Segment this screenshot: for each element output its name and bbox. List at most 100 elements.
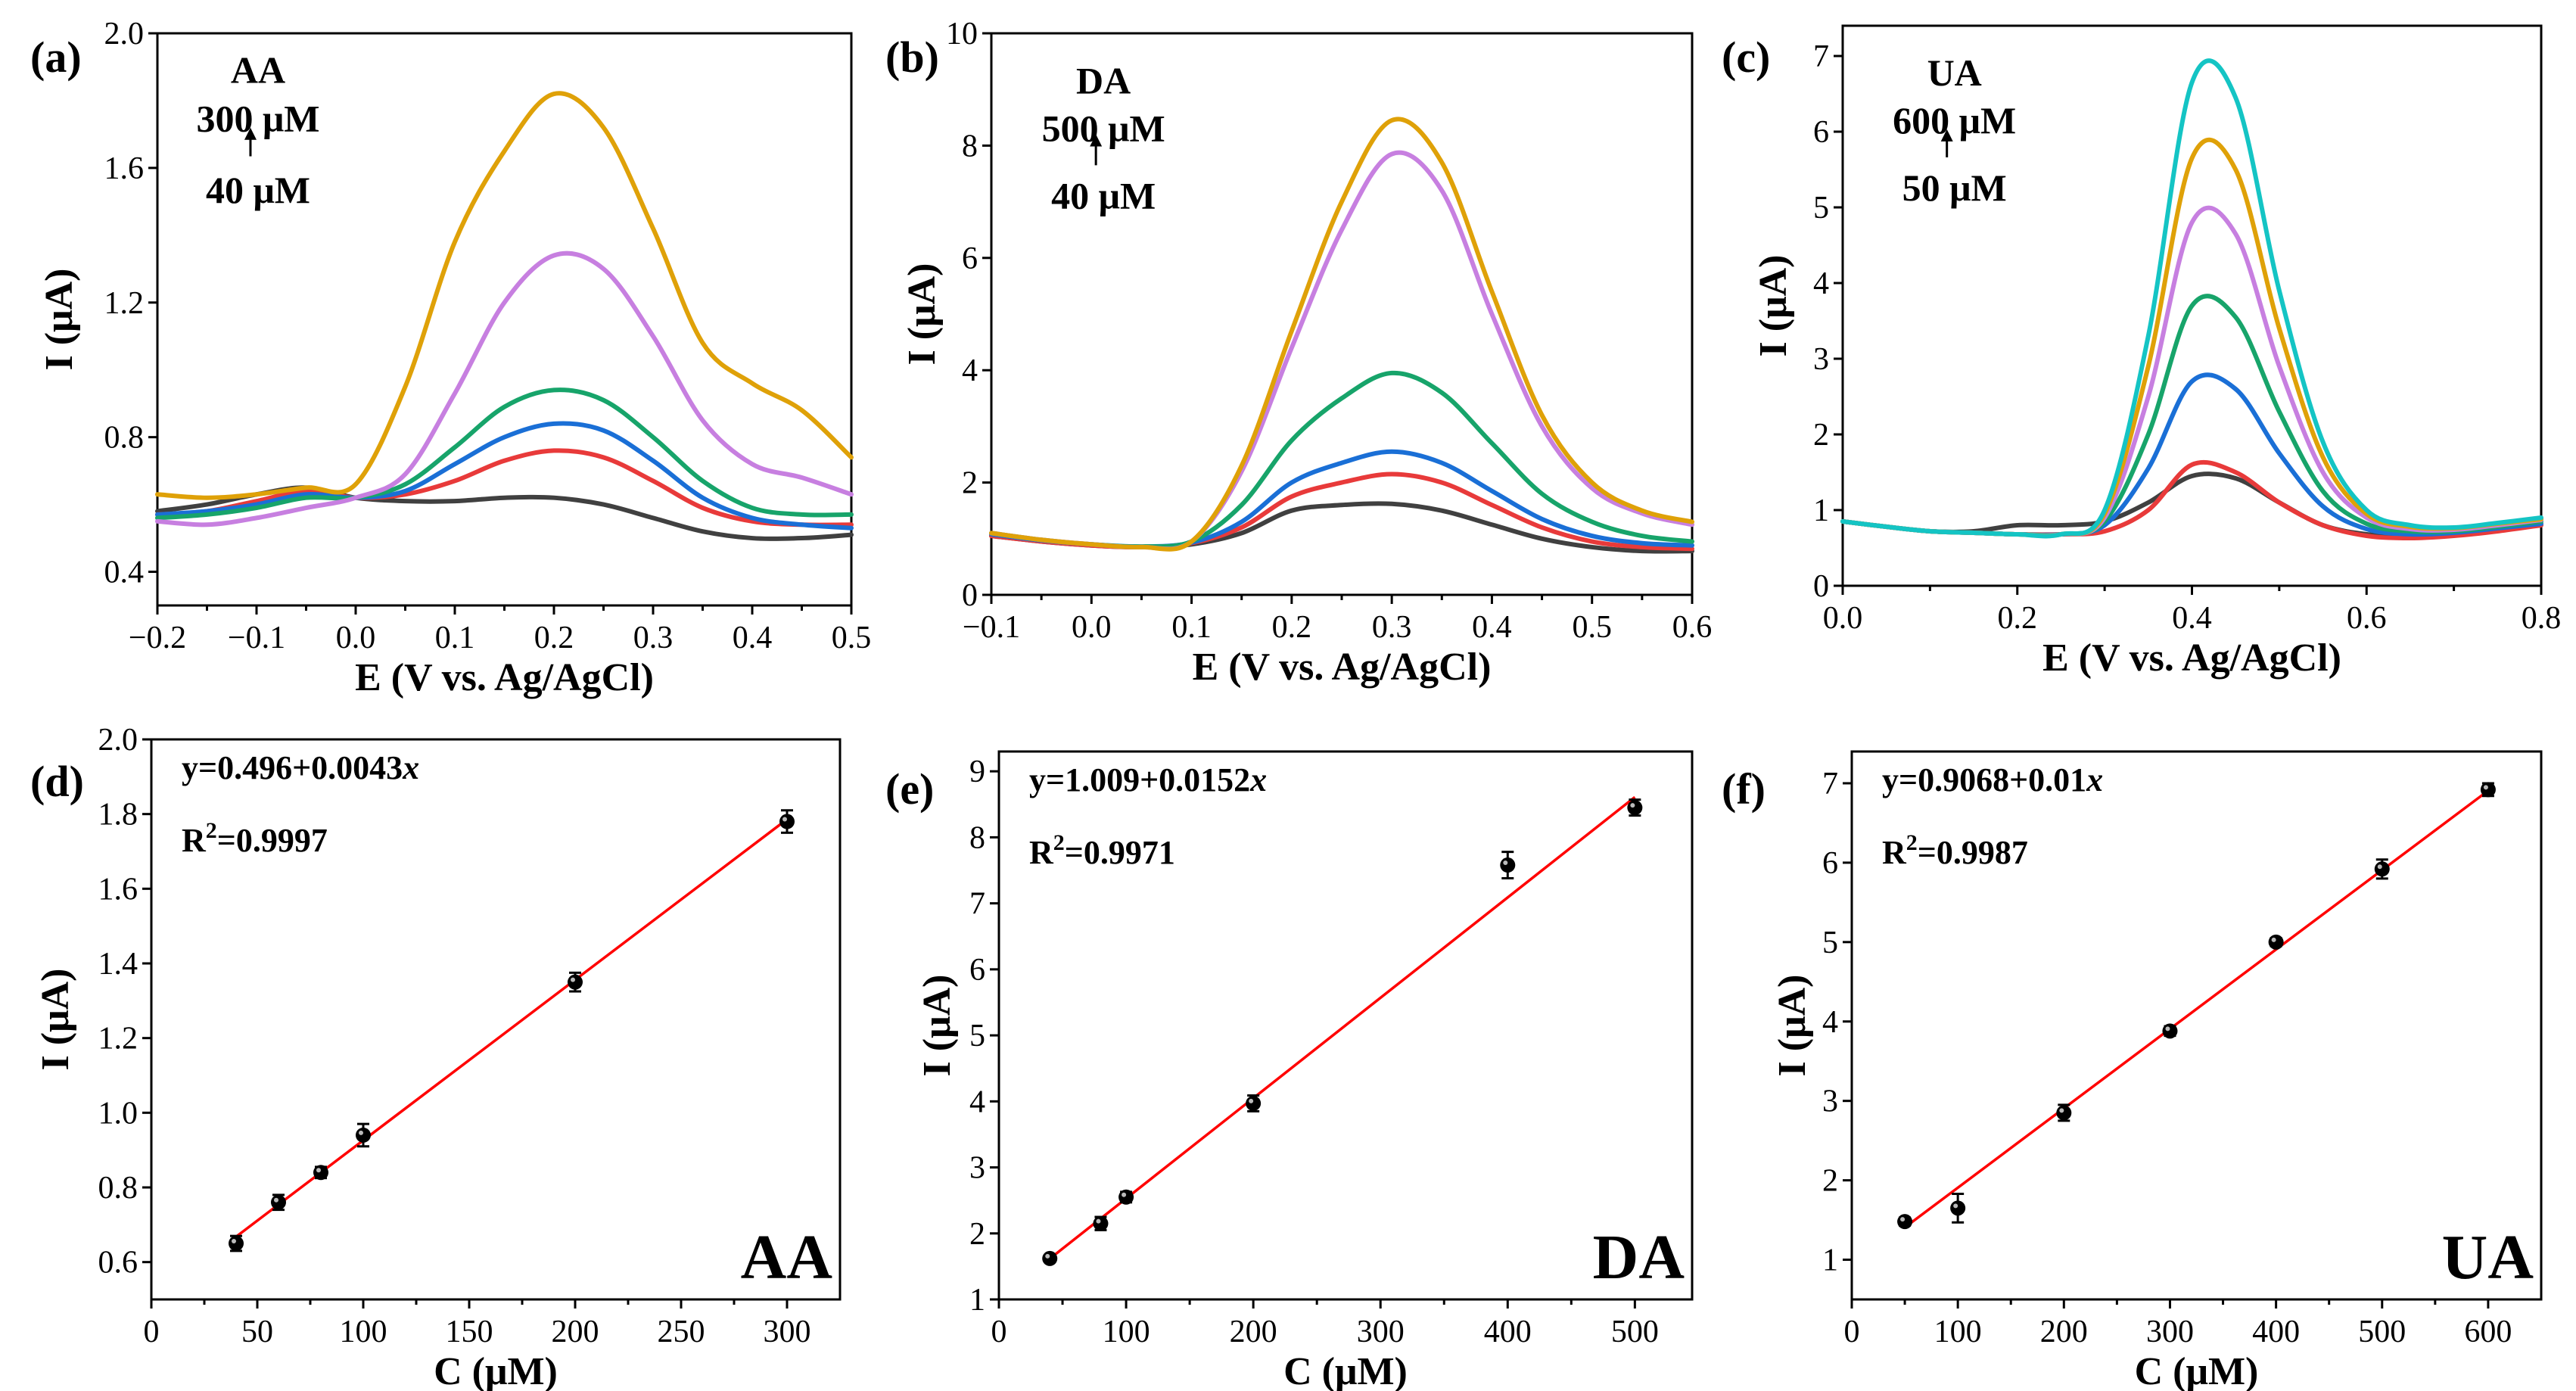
x-axis-title: E (V vs. Ag/AgCl) xyxy=(1193,646,1492,689)
y-tick-label: 4 xyxy=(962,353,978,388)
y-axis-title: I (μA) xyxy=(34,969,77,1071)
panel-label: (c) xyxy=(1722,33,1770,82)
series-line-100-μM xyxy=(155,387,854,521)
y-tick-label: 0.8 xyxy=(104,421,145,456)
panel-label: (f) xyxy=(1722,764,1766,814)
y-tick-label: 4 xyxy=(969,1084,985,1119)
arrowhead-icon xyxy=(244,127,257,140)
plot-frame xyxy=(997,750,1694,1301)
y-tick-label: 5 xyxy=(969,1019,985,1053)
data-point xyxy=(2162,1023,2178,1039)
analyte-label: AA xyxy=(741,1222,833,1293)
y-axis-title: I (μA) xyxy=(38,269,81,371)
y-tick-label: 8 xyxy=(969,820,985,855)
y-tick-label: 1.8 xyxy=(98,798,138,832)
y-tick-label: 0.4 xyxy=(104,555,145,590)
x-tick-label: 400 xyxy=(2252,1315,2300,1349)
annotation-analyte: DA xyxy=(1076,59,1131,101)
annotation-high-conc: 300 μM xyxy=(196,98,319,140)
x-tick-label: 0.6 xyxy=(1672,610,1713,645)
x-tick-label: 100 xyxy=(1934,1315,1982,1349)
y-tick-label: 0 xyxy=(1813,569,1829,604)
x-tick-label: 0.5 xyxy=(832,621,872,655)
arrowhead-icon xyxy=(1090,134,1103,147)
x-tick-label: 0.1 xyxy=(1171,610,1212,645)
y-tick-label: 7 xyxy=(1813,39,1829,74)
x-tick-label: 500 xyxy=(1611,1315,1659,1349)
fit-line xyxy=(1904,789,2489,1229)
y-tick-label: 1.6 xyxy=(104,151,145,186)
data-point xyxy=(779,814,795,829)
data-point-highlight xyxy=(2059,1108,2064,1113)
series-line-200-μM xyxy=(155,251,854,527)
series-line-400-μM xyxy=(1840,205,2543,538)
y-tick-label: 3 xyxy=(969,1151,985,1186)
panel-label: (b) xyxy=(885,33,939,82)
y-axis-title: I (μA) xyxy=(916,975,959,1077)
y-tick-label: 2 xyxy=(962,466,978,501)
y-tick-label: 1.2 xyxy=(104,286,145,321)
x-tick-label: 0.4 xyxy=(1472,610,1512,645)
data-point-highlight xyxy=(571,977,575,982)
series-line-600-μM xyxy=(1840,58,2543,539)
y-tick-label: 0 xyxy=(962,578,978,613)
y-axis-title: I (μA) xyxy=(1752,255,1795,357)
y-tick-label: 1.4 xyxy=(98,947,138,982)
data-point-highlight xyxy=(1249,1098,1254,1103)
data-point-highlight xyxy=(274,1197,278,1203)
panel-label: (a) xyxy=(30,33,82,82)
arrowhead-icon xyxy=(1940,129,1953,142)
x-tick-label: 0.0 xyxy=(1072,610,1112,645)
x-tick-label: 0.2 xyxy=(1272,610,1312,645)
r-squared: R2=0.9997 xyxy=(182,818,328,859)
x-tick-label: 0.0 xyxy=(1823,601,1863,636)
x-tick-label: 0.8 xyxy=(2522,601,2562,636)
x-tick-label: 0.6 xyxy=(2347,601,2387,636)
data-point xyxy=(1897,1214,1913,1230)
fit-equation: y=1.009+0.0152x xyxy=(1029,761,1267,798)
y-tick-label: 0.8 xyxy=(98,1171,138,1206)
y-axis-title: I (μA) xyxy=(1771,975,1814,1077)
y-tick-label: 1.6 xyxy=(98,872,138,907)
fit-line xyxy=(235,818,789,1238)
x-tick-label: 100 xyxy=(340,1315,387,1349)
series-line-300-μM xyxy=(1840,294,2543,538)
y-tick-label: 6 xyxy=(969,953,985,988)
fit-equation: y=0.496+0.0043x xyxy=(182,749,419,786)
x-axis-title: E (V vs. Ag/AgCl) xyxy=(2042,636,2341,680)
data-point-highlight xyxy=(1630,803,1635,808)
data-point xyxy=(1093,1215,1109,1231)
data-point xyxy=(313,1165,328,1181)
data-point xyxy=(1627,800,1643,816)
y-tick-label: 0.6 xyxy=(98,1246,138,1281)
panel-e: 0 100 200 300 400 500 1 2 3 4 5 6 7 8 9 C (μM) I (μA) (e)… xyxy=(885,750,1694,1391)
panel-label: (e) xyxy=(885,764,934,814)
x-tick-label: 50 xyxy=(241,1315,273,1349)
data-point-highlight xyxy=(1096,1218,1101,1224)
data-point-highlight xyxy=(232,1239,236,1243)
data-point xyxy=(229,1236,244,1251)
data-point-highlight xyxy=(1503,860,1508,866)
data-point-highlight xyxy=(359,1130,363,1135)
data-point-highlight xyxy=(1900,1217,1906,1222)
annotation-analyte: AA xyxy=(231,48,285,91)
data-point-highlight xyxy=(2165,1026,2170,1032)
data-point-highlight xyxy=(1045,1253,1050,1259)
x-tick-label: −0.2 xyxy=(129,621,186,655)
x-tick-label: 200 xyxy=(552,1315,599,1349)
plot-frame xyxy=(150,738,842,1301)
x-tick-label: 200 xyxy=(1230,1315,1277,1349)
data-point-highlight xyxy=(316,1168,321,1173)
x-tick-label: 0.1 xyxy=(435,621,475,655)
y-axis-title: I (μA) xyxy=(901,263,944,366)
data-point xyxy=(2056,1105,2072,1121)
data-point xyxy=(1246,1095,1262,1111)
x-tick-label: 0.2 xyxy=(534,621,574,655)
x-tick-label: 150 xyxy=(446,1315,493,1349)
panel-a: −0.2 −0.1 0.0 0.1 0.2 0.3 0.4 0.5 0.4 0.8 1.2 1.6 2.… xyxy=(30,17,871,699)
data-point xyxy=(2374,861,2390,877)
data-point-highlight xyxy=(2271,937,2276,942)
annotation-low-conc: 50 μM xyxy=(1902,166,2007,209)
x-tick-label: −0.1 xyxy=(963,610,1020,645)
